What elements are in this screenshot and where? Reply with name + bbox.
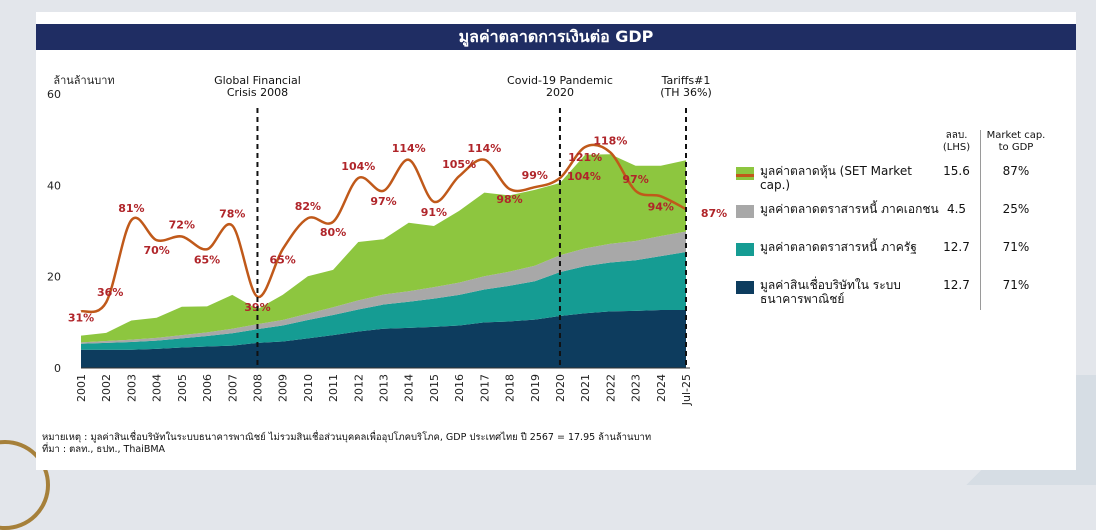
col1-header: ลลบ. (LHS) xyxy=(942,130,971,153)
percent-data-label: 97% xyxy=(370,195,396,208)
y-tick-label: 60 xyxy=(47,88,61,101)
percent-data-label: 81% xyxy=(118,202,144,215)
percent-data-label: 114% xyxy=(392,142,426,155)
event-annotation-line1: Global Financial xyxy=(214,74,301,87)
percent-data-label: 72% xyxy=(169,218,195,231)
x-tick-label: 2021 xyxy=(579,374,592,402)
event-annotation-line2: 2020 xyxy=(546,86,574,99)
x-tick-label: 2017 xyxy=(478,374,491,402)
percent-data-label: 98% xyxy=(496,193,522,206)
percent-data-label: 114% xyxy=(467,142,501,155)
percent-data-label: 91% xyxy=(421,206,447,219)
percent-data-label: 104% xyxy=(341,160,375,173)
legend-row-loans: มูลค่าสินเชื่อบริษัทใน ระบบธนาคารพาณิชย์… xyxy=(736,276,1061,314)
x-tick-label: 2005 xyxy=(176,374,189,402)
x-tick-label: 2004 xyxy=(151,374,164,402)
x-tick-label: 2024 xyxy=(655,374,668,402)
percent-data-label: 65% xyxy=(269,253,295,266)
legend-label: มูลค่าตลาดตราสารหนี้ ภาคเอกชน xyxy=(760,202,939,216)
x-tick-label: 2022 xyxy=(604,374,617,402)
x-tick-label: 2002 xyxy=(100,374,113,402)
area-chart: 0 20 40 60ล้านล้านบาท 2001 2002 2003 2004 2005 20… xyxy=(47,74,727,406)
percent-data-label: 31% xyxy=(68,311,94,324)
legend-lhs-value: 15.6 xyxy=(943,164,970,178)
x-tick-label: Jul-25 xyxy=(680,374,693,406)
legend-swatch xyxy=(736,243,754,256)
legend-row-private-bond: มูลค่าตลาดตราสารหนี้ ภาคเอกชน 4.5 25% xyxy=(736,200,1061,238)
footnote-source: ที่มา : ตลท., ธปท., ThaiBMA xyxy=(42,444,166,455)
percent-data-label: 97% xyxy=(622,173,648,186)
y-axis-label: ล้านล้านบาท xyxy=(53,74,114,87)
x-tick-label: 2012 xyxy=(352,374,365,402)
area-series-1 xyxy=(81,252,686,350)
percent-data-label: 36% xyxy=(97,286,123,299)
x-tick-label: 2020 xyxy=(554,374,567,402)
legend-lhs-value: 4.5 xyxy=(946,202,967,216)
x-tick-label: 2003 xyxy=(125,374,138,402)
legend-pct-value: 71% xyxy=(1002,240,1030,254)
legend-pct-value: 71% xyxy=(1002,278,1030,292)
col2-header: Market cap. to GDP xyxy=(986,130,1046,153)
percent-data-label: 87% xyxy=(701,207,727,220)
x-tick-label: 2016 xyxy=(453,374,466,402)
x-tick-label: 2019 xyxy=(529,374,542,402)
x-tick-label: 2015 xyxy=(428,374,441,402)
percent-data-label: 121% xyxy=(568,151,602,164)
percent-data-label: 105% xyxy=(442,158,476,171)
legend-swatch xyxy=(736,205,754,218)
event-annotation-line1: Covid-19 Pandemic xyxy=(507,74,613,87)
legend-line-swatch xyxy=(736,174,754,177)
x-tick-label: 2014 xyxy=(403,374,416,402)
event-annotation-line2: (TH 36%) xyxy=(660,86,712,99)
percent-data-label: 65% xyxy=(194,253,220,266)
event-annotation-line2: Crisis 2008 xyxy=(227,86,288,99)
x-tick-label: 2007 xyxy=(226,374,239,402)
event-annotation-line1: Tariffs#1 xyxy=(661,74,711,87)
legend-lhs-value: 12.7 xyxy=(943,278,970,292)
percent-data-label: 82% xyxy=(295,200,321,213)
legend-pct-value: 87% xyxy=(1002,164,1030,178)
percent-data-label: 70% xyxy=(143,244,169,257)
percent-data-label: 118% xyxy=(593,134,627,147)
x-tick-label: 2010 xyxy=(302,374,315,402)
area-series-3 xyxy=(81,154,686,343)
y-tick-label: 20 xyxy=(47,271,61,284)
area-series-0 xyxy=(81,310,686,368)
percent-data-label: 99% xyxy=(522,169,548,182)
percent-data-label: 80% xyxy=(320,226,346,239)
y-tick-label: 0 xyxy=(54,362,61,375)
legend-label: มูลค่าตลาดหุ้น (SET Market cap.) xyxy=(760,164,912,192)
x-tick-label: 2008 xyxy=(251,374,264,402)
set-to-gdp-line xyxy=(80,143,687,314)
legend-pct-value: 25% xyxy=(1002,202,1030,216)
legend-lhs-value: 12.7 xyxy=(943,240,970,254)
y-tick-label: 40 xyxy=(47,179,61,192)
legend-swatch xyxy=(736,281,754,294)
footnote: หมายเหตุ : มูลค่าสินเชื่อบริษัทในระบบธนา… xyxy=(42,432,651,456)
percent-data-label: 94% xyxy=(648,200,674,213)
legend-label: มูลค่าสินเชื่อบริษัทใน ระบบธนาคารพาณิชย์ xyxy=(760,278,901,306)
chart-title: มูลค่าตลาดการเงินต่อ GDP xyxy=(36,24,1076,50)
footnote-note: หมายเหตุ : มูลค่าสินเชื่อบริษัทในระบบธนา… xyxy=(42,432,652,443)
table-divider xyxy=(980,130,981,310)
x-tick-label: 2013 xyxy=(378,374,391,402)
x-tick-label: 2011 xyxy=(327,374,340,402)
legend-label: มูลค่าตลาดตราสารหนี้ ภาครัฐ xyxy=(760,240,917,254)
x-tick-label: 2006 xyxy=(201,374,214,402)
x-tick-label: 2018 xyxy=(504,374,517,402)
percent-data-label: 104% xyxy=(567,170,601,183)
legend-row-set: มูลค่าตลาดหุ้น (SET Market cap.) 15.6 87… xyxy=(736,162,1061,200)
area-series-2 xyxy=(81,231,686,344)
x-tick-label: 2023 xyxy=(630,374,643,402)
x-tick-label: 2001 xyxy=(75,374,88,402)
x-tick-label: 2009 xyxy=(277,374,290,402)
percent-data-label: 78% xyxy=(219,208,245,221)
legend-row-gov-bond: มูลค่าตลาดตราสารหนี้ ภาครัฐ 12.7 71% xyxy=(736,238,1061,276)
